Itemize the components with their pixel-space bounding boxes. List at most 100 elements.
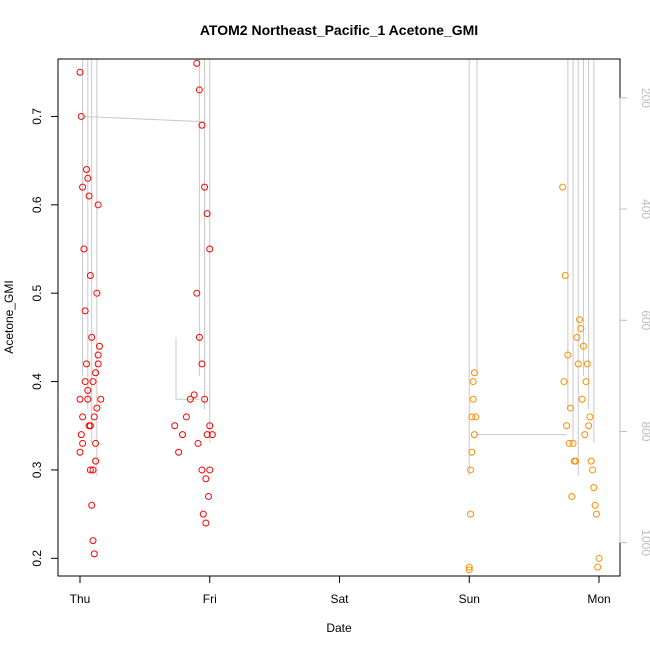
data-point bbox=[82, 165, 90, 173]
data-points bbox=[76, 59, 603, 574]
data-point bbox=[578, 395, 586, 403]
data-point bbox=[203, 431, 211, 439]
y-tick-label: 0.5 bbox=[30, 285, 44, 302]
data-point bbox=[206, 422, 214, 430]
y-tick-label: 0.4 bbox=[30, 373, 44, 390]
data-point bbox=[84, 395, 92, 403]
data-point bbox=[76, 68, 84, 76]
y-tick-label: 0.3 bbox=[30, 461, 44, 478]
data-point bbox=[88, 501, 96, 509]
data-point bbox=[95, 342, 103, 350]
data-point bbox=[470, 369, 478, 377]
data-point bbox=[89, 378, 97, 386]
data-point bbox=[569, 439, 577, 447]
data-point bbox=[587, 457, 595, 465]
data-point bbox=[201, 183, 209, 191]
data-point bbox=[199, 510, 207, 518]
data-point bbox=[563, 422, 571, 430]
data-point bbox=[94, 201, 102, 209]
x-tick-label: Sun bbox=[459, 592, 480, 606]
y-tick-label: 0.7 bbox=[30, 108, 44, 125]
data-point bbox=[198, 360, 206, 368]
data-point bbox=[568, 492, 576, 500]
data-point bbox=[468, 413, 476, 421]
data-point bbox=[566, 404, 574, 412]
data-point bbox=[179, 431, 187, 439]
y-axis: 0.2 0.3 0.4 0.5 0.6 0.7 bbox=[30, 108, 59, 567]
data-point bbox=[171, 422, 179, 430]
data-point bbox=[79, 413, 87, 421]
data-point bbox=[94, 351, 102, 359]
data-point bbox=[467, 510, 475, 518]
data-point bbox=[182, 413, 190, 421]
data-point bbox=[82, 360, 90, 368]
data-point bbox=[76, 448, 84, 456]
data-point bbox=[186, 395, 194, 403]
data-point bbox=[201, 395, 209, 403]
data-point bbox=[81, 378, 89, 386]
data-point bbox=[203, 210, 211, 218]
data-point bbox=[94, 360, 102, 368]
y2-tick-label: 200 bbox=[639, 88, 650, 108]
data-point bbox=[468, 448, 476, 456]
y-axis-label: Acetone_GMI bbox=[2, 280, 16, 353]
data-point bbox=[565, 439, 573, 447]
data-point bbox=[85, 192, 93, 200]
data-point bbox=[579, 342, 587, 350]
data-point bbox=[208, 431, 216, 439]
data-point bbox=[190, 391, 198, 399]
data-point bbox=[559, 183, 567, 191]
data-point bbox=[90, 413, 98, 421]
data-point bbox=[577, 325, 585, 333]
data-point bbox=[583, 360, 591, 368]
data-point bbox=[90, 550, 98, 558]
data-point bbox=[469, 395, 477, 403]
data-point bbox=[92, 369, 100, 377]
data-point bbox=[84, 174, 92, 182]
data-point bbox=[92, 457, 100, 465]
data-point bbox=[592, 510, 600, 518]
data-point bbox=[97, 395, 105, 403]
data-point bbox=[86, 272, 94, 280]
y2-tick-label: 400 bbox=[639, 199, 650, 219]
y2-tick-label: 1000 bbox=[639, 529, 650, 556]
data-point bbox=[93, 289, 101, 297]
data-point bbox=[86, 422, 94, 430]
chart-title: ATOM2 Northeast_Pacific_1 Acetone_GMI bbox=[200, 22, 478, 38]
data-point bbox=[77, 112, 85, 120]
data-point bbox=[581, 431, 589, 439]
data-point bbox=[585, 422, 593, 430]
data-point bbox=[582, 378, 590, 386]
data-point bbox=[204, 492, 212, 500]
data-point bbox=[86, 466, 94, 474]
connector-line bbox=[82, 115, 205, 123]
data-point bbox=[574, 360, 582, 368]
data-point bbox=[591, 501, 599, 509]
data-point bbox=[467, 466, 475, 474]
x-tick-label: Sat bbox=[330, 592, 349, 606]
secondary-y-axis: 200 400 600 800 1000 bbox=[619, 88, 650, 556]
x-axis-label: Date bbox=[326, 621, 352, 635]
y-tick-label: 0.2 bbox=[30, 550, 44, 567]
data-point bbox=[206, 466, 214, 474]
data-point bbox=[570, 457, 578, 465]
data-point bbox=[93, 404, 101, 412]
data-point bbox=[590, 484, 598, 492]
x-tick-label: Mon bbox=[587, 592, 610, 606]
data-point bbox=[573, 333, 581, 341]
data-point bbox=[193, 59, 201, 67]
data-point bbox=[470, 431, 478, 439]
data-point bbox=[92, 439, 100, 447]
data-point bbox=[193, 289, 201, 297]
data-point bbox=[465, 563, 473, 571]
data-point bbox=[198, 121, 206, 129]
data-point bbox=[560, 378, 568, 386]
data-point bbox=[89, 466, 97, 474]
data-point bbox=[198, 466, 206, 474]
data-point bbox=[202, 519, 210, 527]
data-point bbox=[589, 466, 597, 474]
vertical-profile-lines bbox=[82, 59, 595, 476]
data-point bbox=[594, 563, 602, 571]
data-point bbox=[472, 413, 480, 421]
data-point bbox=[84, 386, 92, 394]
